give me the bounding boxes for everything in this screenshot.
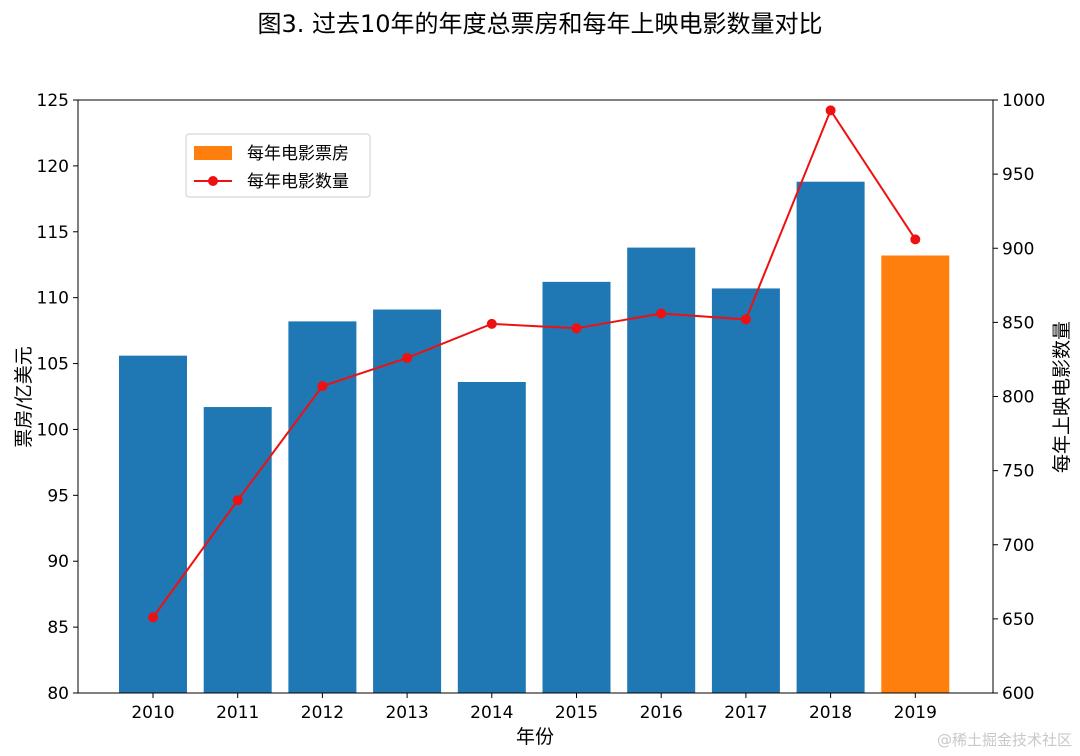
legend-label-line: 每年电影数量: [247, 172, 349, 192]
legend-swatch-marker: [208, 176, 218, 186]
line-point-2017: [740, 314, 751, 325]
x-tick-label: 2016: [640, 703, 683, 723]
y-tick-label: 95: [47, 486, 69, 506]
y-right-tick-label: 600: [1002, 684, 1034, 704]
line-point-2010: [148, 612, 158, 623]
bar-2017: [711, 288, 780, 693]
y-right-tick-label: 700: [1002, 536, 1034, 556]
bar-2011: [203, 407, 272, 693]
x-tick-label: 2017: [724, 703, 767, 723]
line-point-2018: [825, 105, 836, 116]
watermark: @稀土掘金技术社区: [936, 731, 1072, 749]
bar-2012: [288, 321, 357, 693]
x-tick-label: 2018: [809, 703, 852, 723]
y-right-tick-label: 800: [1002, 388, 1034, 408]
line-point-2014: [486, 318, 497, 329]
y-right-tick-label: 950: [1002, 165, 1034, 185]
bar-2010: [119, 355, 187, 693]
bar-2019: [881, 255, 950, 693]
x-tick-label: 2014: [470, 703, 513, 723]
y-right-tick-label: 1000: [1002, 91, 1045, 111]
line-point-2019: [910, 234, 921, 245]
line-point-2013: [402, 352, 413, 363]
bar-2014: [457, 382, 526, 693]
bar-2015: [542, 281, 611, 693]
y-right-tick-label: 850: [1002, 313, 1034, 333]
bar-2013: [373, 309, 442, 693]
bar-2018: [796, 181, 865, 694]
x-tick-label: 2012: [301, 703, 344, 723]
bar-2016: [627, 247, 696, 693]
y-tick-label: 85: [47, 618, 69, 638]
y-tick-label: 125: [37, 91, 69, 111]
y-right-axis-label: 每年上映电影数量: [1051, 321, 1073, 473]
x-tick-label: 2010: [131, 703, 174, 723]
y-axis-label: 票房/亿美元: [13, 346, 35, 447]
y-tick-label: 115: [37, 223, 69, 243]
y-tick-label: 80: [47, 684, 69, 704]
y-right-tick-label: 750: [1002, 462, 1034, 482]
y-tick-label: 105: [37, 355, 69, 375]
legend-label-bar: 每年电影票房: [247, 144, 349, 164]
x-tick-label: 2011: [216, 703, 259, 723]
line-point-2011: [232, 495, 243, 506]
x-tick-label: 2013: [385, 703, 428, 723]
line-point-2015: [571, 323, 582, 334]
y-tick-label: 100: [37, 420, 69, 440]
y-tick-label: 90: [47, 552, 69, 572]
x-tick-label: 2019: [894, 703, 937, 723]
y-tick-label: 110: [37, 289, 69, 309]
line-series: [152, 108, 917, 618]
line-point-2012: [317, 381, 328, 392]
x-axis-label: 年份: [516, 726, 554, 748]
y-right-tick-label: 900: [1002, 239, 1034, 259]
x-tick-label: 2015: [555, 703, 598, 723]
y-right-tick-label: 650: [1002, 610, 1034, 630]
legend-swatch-bar: [194, 146, 232, 160]
y-tick-label: 120: [37, 157, 69, 177]
line-point-2016: [656, 308, 667, 319]
chart-title: 图3. 过去10年的年度总票房和每年上映电影数量对比: [257, 10, 822, 38]
